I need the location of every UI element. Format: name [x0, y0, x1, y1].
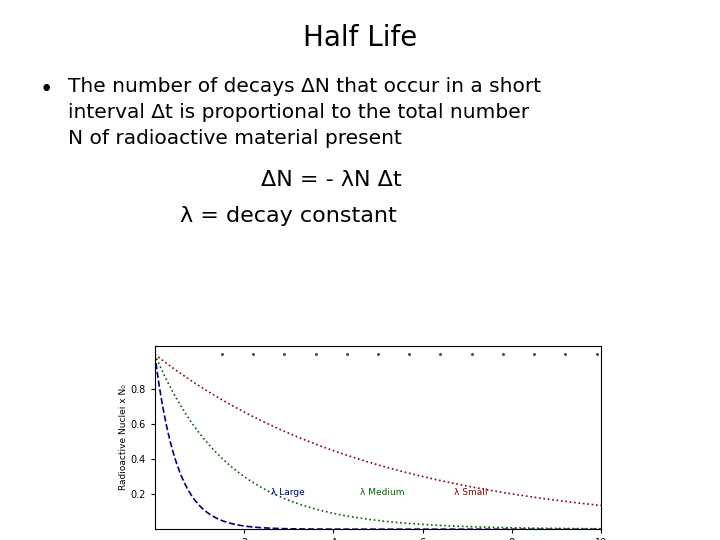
Text: Half Life: Half Life: [303, 24, 417, 52]
Text: λ = decay constant: λ = decay constant: [179, 206, 397, 226]
Text: λ Large: λ Large: [271, 488, 305, 497]
Text: ΔN = - λN Δt: ΔN = - λN Δt: [261, 170, 402, 190]
Text: λ Medium: λ Medium: [360, 488, 405, 497]
Y-axis label: Radioactive Nuclei x N₀: Radioactive Nuclei x N₀: [119, 384, 127, 490]
Text: interval Δt is proportional to the total number: interval Δt is proportional to the total…: [68, 103, 529, 122]
Text: •: •: [40, 78, 53, 102]
Text: The number of decays ΔN that occur in a short: The number of decays ΔN that occur in a …: [68, 77, 541, 96]
Text: λ Small: λ Small: [454, 488, 487, 497]
Text: N of radioactive material present: N of radioactive material present: [68, 129, 402, 147]
